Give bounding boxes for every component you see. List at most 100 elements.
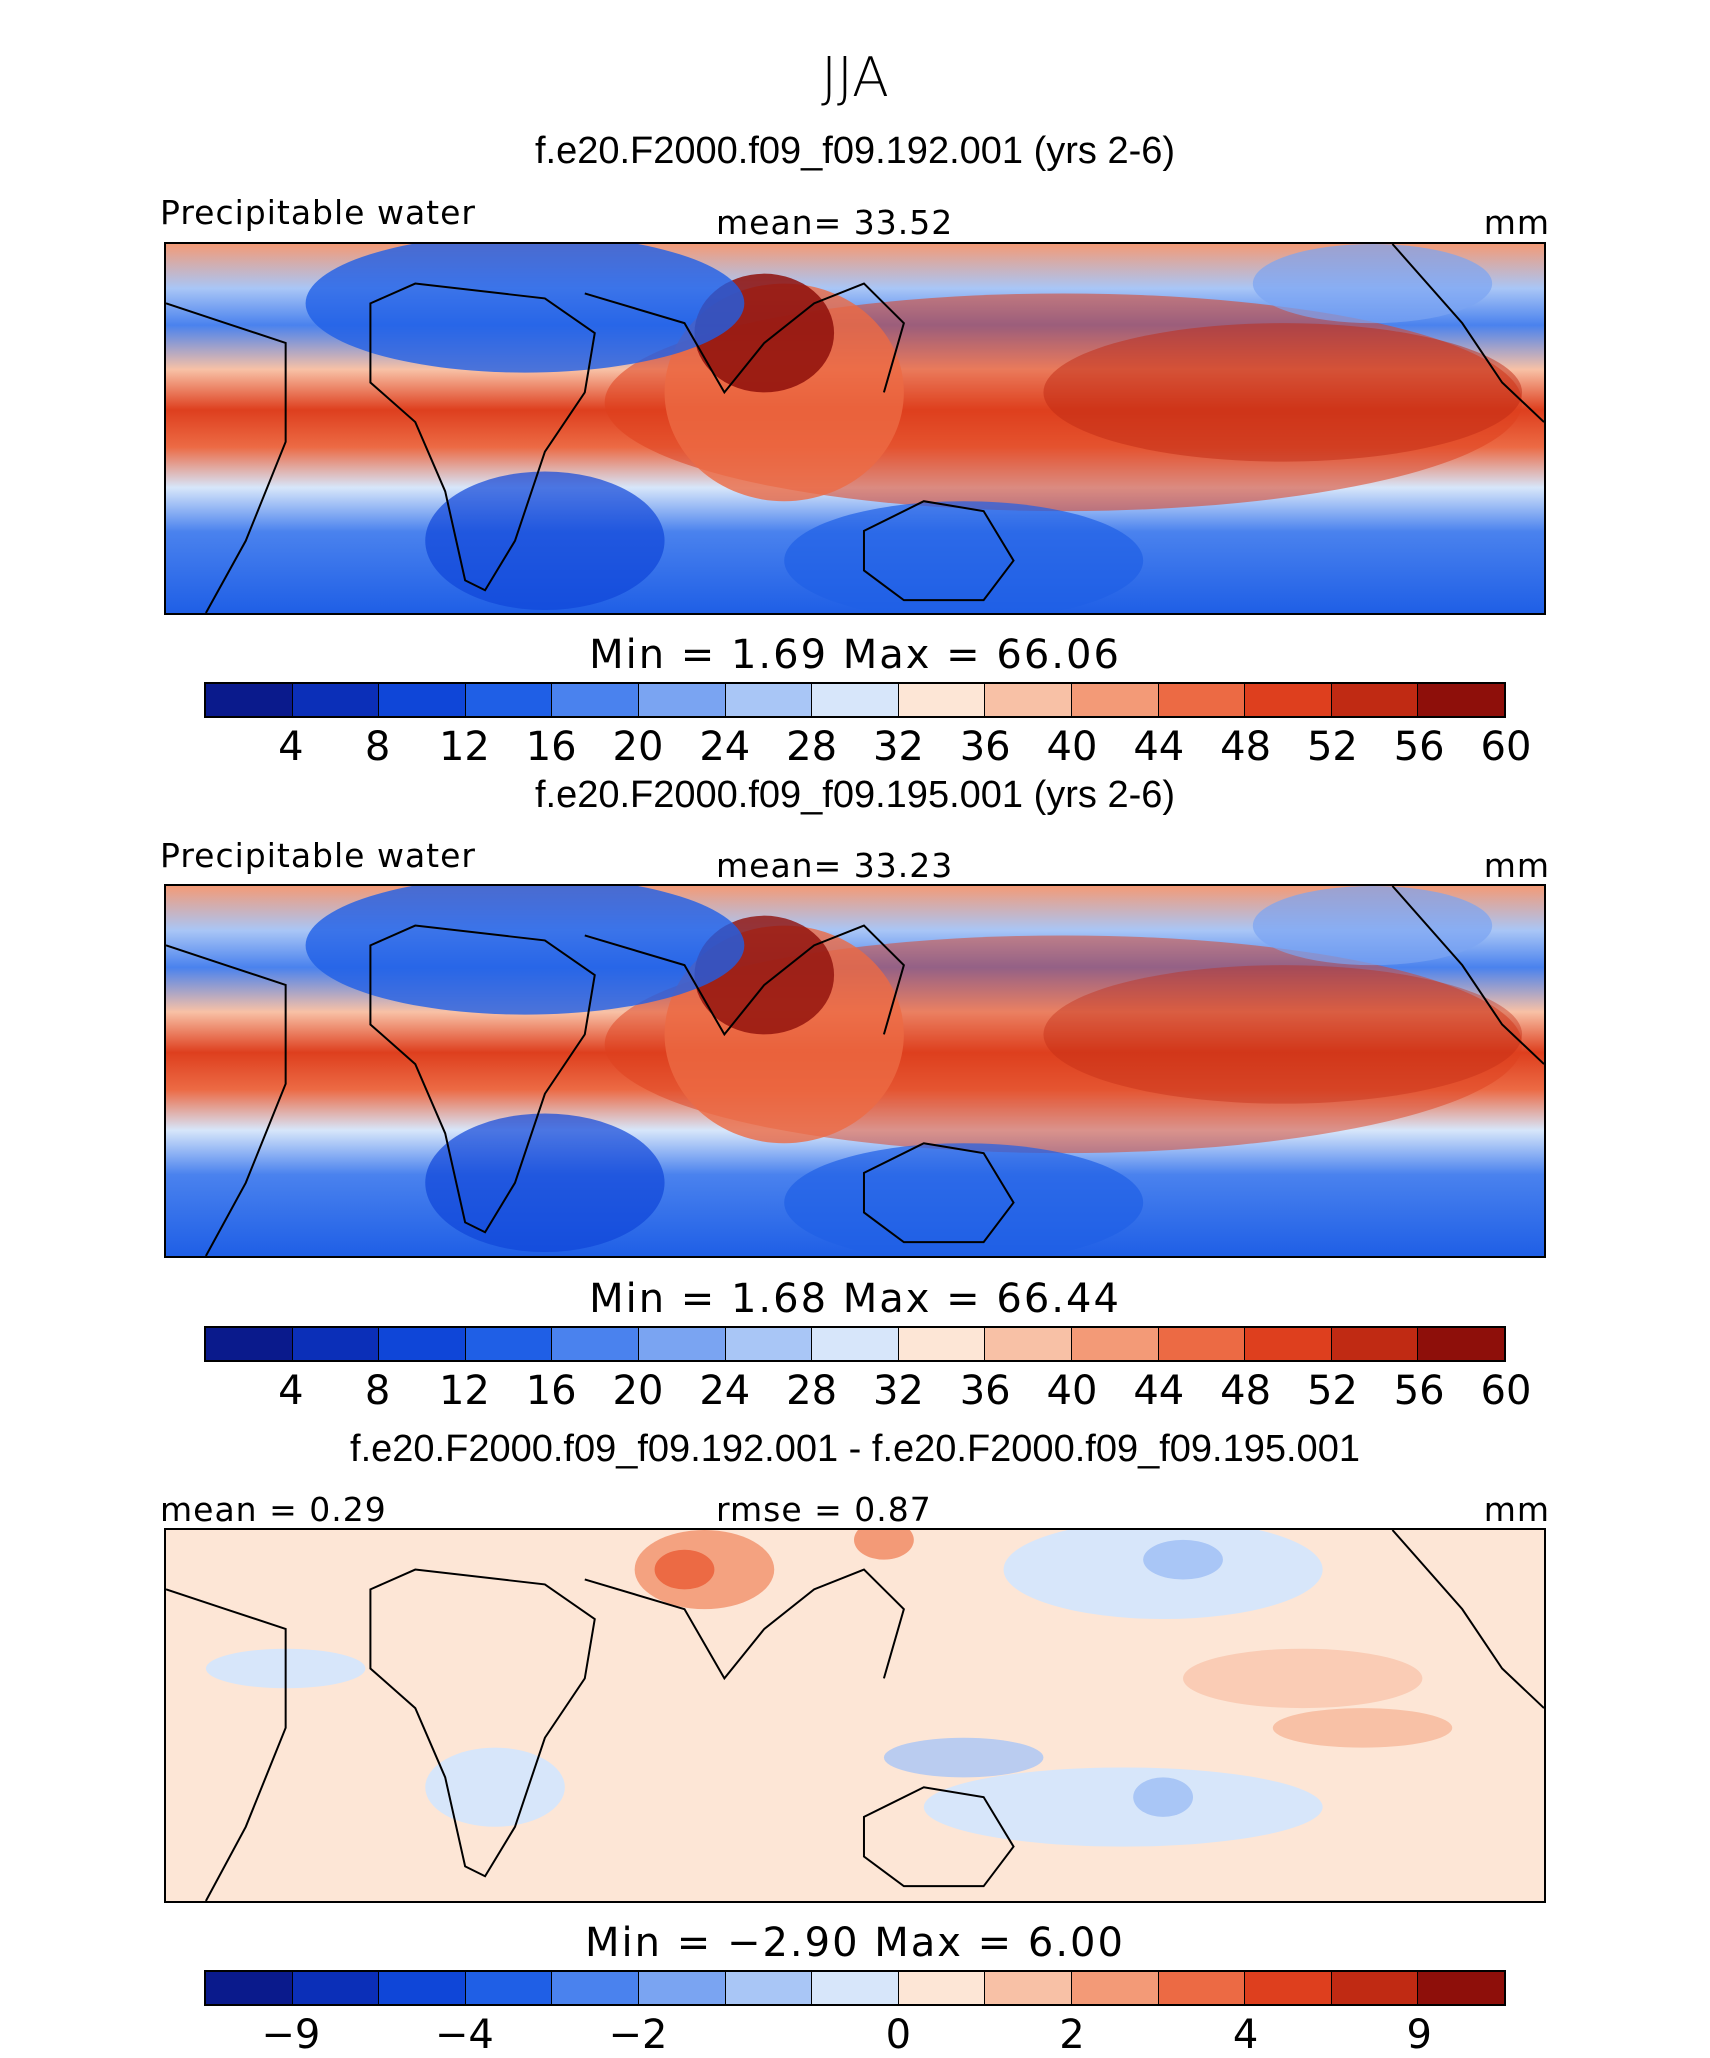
colorbar-segment xyxy=(206,1328,293,1360)
colorbar-tick-label: 56 xyxy=(1393,1368,1445,1414)
colorbar-tick-label: 0 xyxy=(885,2012,912,2058)
colorbar-segment xyxy=(465,1972,553,2004)
colorbar-tick-label: −4 xyxy=(434,2012,494,2058)
colorbar-segment xyxy=(1418,1972,1504,2004)
colorbar-tick-label: 52 xyxy=(1306,1368,1358,1414)
panel-1-units-label: mm xyxy=(1483,203,1550,242)
colorbar-segment xyxy=(1331,1328,1419,1360)
panel-3-minmax: Min = −2.90 Max = 6.00 xyxy=(585,1920,1125,1966)
colorbar-tick-label: 60 xyxy=(1480,1368,1532,1414)
colorbar-segment xyxy=(638,684,726,716)
colorbar-tick-label: 32 xyxy=(872,724,924,770)
colorbar-segment xyxy=(985,1972,1072,2004)
colorbar-segment xyxy=(1245,1328,1332,1360)
colorbar-segment xyxy=(1245,684,1332,716)
colorbar-segment xyxy=(379,684,466,716)
colorbar-tick-label: 16 xyxy=(525,1368,577,1414)
colorbar-tick-label: 44 xyxy=(1133,724,1185,770)
colorbar-tick-label: 28 xyxy=(786,1368,838,1414)
colorbar-tick-label: 48 xyxy=(1220,1368,1272,1414)
colorbar-segment xyxy=(812,684,899,716)
panel-2-map xyxy=(164,884,1546,1258)
colorbar-segment xyxy=(985,684,1072,716)
colorbar-segment xyxy=(552,1972,639,2004)
colorbar-segment xyxy=(985,1328,1072,1360)
colorbar-tick-label: 40 xyxy=(1046,724,1098,770)
panel-1-colorbar xyxy=(204,682,1506,718)
colorbar-segment xyxy=(552,684,639,716)
colorbar-segment xyxy=(1418,1328,1504,1360)
colorbar-segment xyxy=(552,1328,639,1360)
colorbar-segment xyxy=(638,1972,726,2004)
colorbar-tick-label: 4 xyxy=(278,724,304,770)
panel-3-rmse-label: rmse = 0.87 xyxy=(716,1490,932,1529)
colorbar-tick-label: 56 xyxy=(1393,724,1445,770)
colorbar-segment xyxy=(1418,684,1504,716)
colorbar-segment xyxy=(1158,1328,1246,1360)
colorbar-segment xyxy=(465,684,553,716)
colorbar-tick-label: 20 xyxy=(612,724,664,770)
colorbar-segment xyxy=(465,1328,553,1360)
colorbar-segment xyxy=(725,684,813,716)
colorbar-tick-label: 2 xyxy=(1059,2012,1085,2058)
colorbar-segment xyxy=(812,1972,899,2004)
colorbar-segment xyxy=(898,684,986,716)
panel-3-title: f.e20.F2000.f09_f09.192.001 - f.e20.F200… xyxy=(350,1428,1360,1470)
colorbar-tick-label: 12 xyxy=(438,1368,490,1414)
panel-3-mean-label: mean = 0.29 xyxy=(160,1490,387,1529)
colorbar-segment xyxy=(1071,684,1159,716)
panel-3-map xyxy=(164,1528,1546,1903)
colorbar-segment xyxy=(1158,684,1246,716)
panel-2-variable-label: Precipitable water xyxy=(160,836,476,875)
colorbar-tick-label: 44 xyxy=(1133,1368,1185,1414)
panel-2-minmax: Min = 1.68 Max = 66.44 xyxy=(589,1276,1121,1322)
colorbar-segment xyxy=(1071,1328,1159,1360)
colorbar-segment xyxy=(898,1972,986,2004)
colorbar-tick-label: 36 xyxy=(959,1368,1011,1414)
colorbar-tick-label: −9 xyxy=(261,2012,321,2058)
colorbar-segment xyxy=(725,1972,813,2004)
panel-1-map xyxy=(164,242,1546,615)
colorbar-segment xyxy=(379,1972,466,2004)
colorbar-tick-label: 40 xyxy=(1046,1368,1098,1414)
colorbar-tick-label: 8 xyxy=(364,1368,391,1414)
colorbar-tick-label: 16 xyxy=(525,724,577,770)
colorbar-tick-label: 20 xyxy=(612,1368,664,1414)
colorbar-tick-label: 36 xyxy=(959,724,1011,770)
panel-1-minmax: Min = 1.69 Max = 66.06 xyxy=(589,632,1121,678)
panel-1-variable-label: Precipitable water xyxy=(160,193,476,232)
panel-2-colorbar xyxy=(204,1326,1506,1362)
colorbar-segment xyxy=(379,1328,466,1360)
colorbar-segment xyxy=(206,1972,293,2004)
colorbar-segment xyxy=(812,1328,899,1360)
colorbar-segment xyxy=(1245,1972,1332,2004)
colorbar-segment xyxy=(292,1328,380,1360)
colorbar-tick-label: 60 xyxy=(1480,724,1532,770)
colorbar-tick-label: 52 xyxy=(1306,724,1358,770)
panel-3-colorbar xyxy=(204,1970,1506,2006)
colorbar-tick-label: 8 xyxy=(364,724,391,770)
colorbar-segment xyxy=(1158,1972,1246,2004)
colorbar-tick-label: 4 xyxy=(278,1368,304,1414)
colorbar-segment xyxy=(1331,684,1419,716)
colorbar-tick-label: 32 xyxy=(872,1368,924,1414)
colorbar-tick-label: 48 xyxy=(1220,724,1272,770)
colorbar-tick-label: 24 xyxy=(699,724,751,770)
panel-2-title: f.e20.F2000.f09_f09.195.001 (yrs 2-6) xyxy=(534,774,1176,816)
panel-1-title: f.e20.F2000.f09_f09.192.001 (yrs 2-6) xyxy=(534,130,1176,172)
panel-2-units-label: mm xyxy=(1483,846,1550,885)
colorbar-tick-label: 28 xyxy=(786,724,838,770)
colorbar-segment xyxy=(898,1328,986,1360)
colorbar-tick-label: 24 xyxy=(699,1368,751,1414)
colorbar-segment xyxy=(206,684,293,716)
colorbar-segment xyxy=(725,1328,813,1360)
panel-2-mean-label: mean= 33.23 xyxy=(716,846,954,885)
colorbar-segment xyxy=(1071,1972,1159,2004)
colorbar-tick-label: −2 xyxy=(608,2012,668,2058)
colorbar-segment xyxy=(1331,1972,1419,2004)
panel-3-units-label: mm xyxy=(1483,1490,1550,1529)
colorbar-tick-label: 9 xyxy=(1406,2012,1432,2058)
colorbar-segment xyxy=(292,1972,380,2004)
colorbar-tick-label: 4 xyxy=(1232,2012,1259,2058)
colorbar-tick-label: 12 xyxy=(438,724,490,770)
